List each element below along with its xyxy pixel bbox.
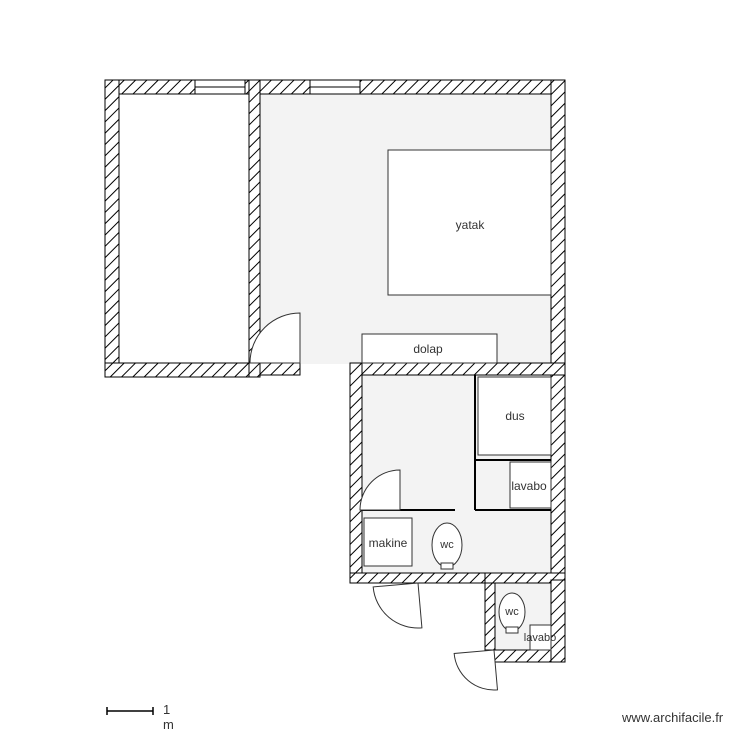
label-lavabo1: lavabo: [511, 479, 546, 493]
label-dolap: dolap: [413, 342, 442, 356]
label-dus: dus: [505, 409, 524, 423]
scale-text: 1 m: [163, 702, 174, 732]
label-yatak: yatak: [456, 218, 485, 232]
credit-link[interactable]: www.archifacile.fr: [622, 710, 723, 725]
label-wc1: wc: [440, 539, 453, 551]
floorplan-canvas: [0, 0, 750, 750]
label-wc2: wc: [505, 606, 518, 618]
label-lavabo2: lavabo: [524, 632, 556, 644]
label-makine: makine: [369, 536, 408, 550]
